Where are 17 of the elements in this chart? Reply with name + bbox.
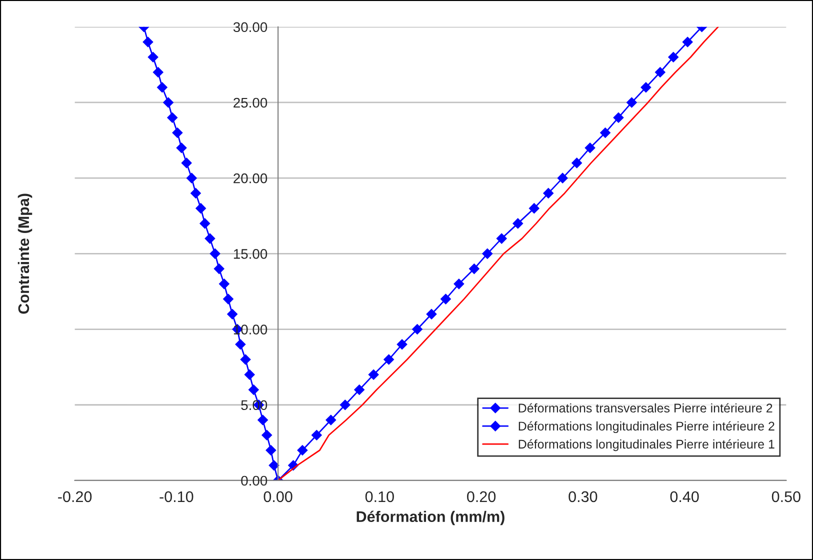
y-axis-title: Contrainte (Mpa) [18,194,32,314]
x-tick-label: 0.50 [772,491,800,502]
x-tick-label: 0.30 [568,491,598,502]
x-tick-label: 0.40 [670,491,699,502]
x-tick-label: -0.10 [160,491,194,502]
legend-label: Déformations longitudinales Pierre intérieure 2 [518,421,774,434]
x-tick-label: 0.10 [365,491,394,502]
y-tick-label: 30.00 [233,22,268,32]
y-tick-label: 20.00 [234,173,268,184]
y-tick-label: 15.00 [234,249,268,259]
legend-label: Déformations transversales Pierre intérieure 2 [518,403,772,413]
y-tick-label: 25.00 [234,98,268,108]
legend-label: Déformations longitudinales Pierre intérieure 1 [518,439,774,452]
x-axis-title: Déformation (mm/m) [356,510,504,526]
x-tick-label: -0.20 [58,491,92,502]
x-tick-label: 0.20 [467,491,496,502]
x-tick-label: 0.00 [264,491,292,502]
